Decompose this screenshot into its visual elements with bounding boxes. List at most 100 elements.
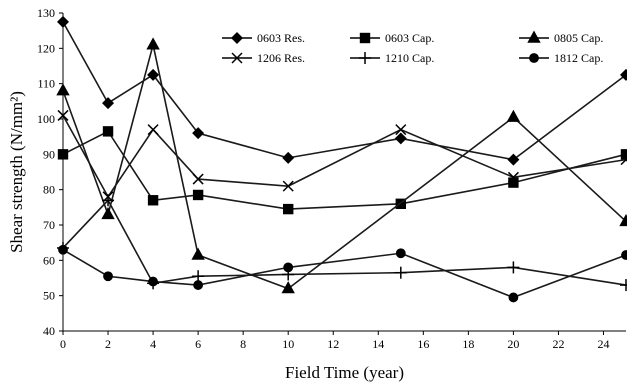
data-point-0603-cap [57, 149, 69, 160]
x-tick-label: 4 [150, 337, 156, 351]
x-axis-ticks: 0 2 4 6 8 10 12 14 16 18 20 22 24 [60, 331, 609, 351]
y-tick-label: 70 [43, 218, 55, 232]
legend-marker-1210-cap [359, 52, 371, 64]
series-0603-cap [57, 126, 627, 215]
data-point-0603-cap [192, 189, 204, 201]
legend: 0603 Res. 0603 Cap. 0805 Cap. 1206 Res. 1210… [222, 30, 603, 65]
data-point-1206-res [395, 124, 407, 136]
y-tick-label: 120 [37, 41, 55, 55]
data-point-1210-cap [102, 194, 115, 207]
data-point-1206-res [192, 173, 204, 185]
data-point-1210-cap [394, 266, 407, 279]
data-point-0805-cap [146, 37, 160, 50]
legend-item-1210-cap: 1210 Cap. [350, 51, 434, 65]
legend-item-0603-res: 0603 Res. [222, 31, 305, 45]
x-tick-label: 10 [282, 337, 294, 351]
data-point-1206-res [57, 109, 69, 121]
series-line-1206-res [62, 115, 627, 199]
data-point-1206-res [620, 154, 627, 166]
y-tick-label: 130 [37, 6, 55, 20]
legend-marker-0805-cap [527, 30, 541, 43]
series-layer [56, 15, 627, 303]
data-point-0603-res [394, 132, 407, 145]
x-tick-label: 14 [372, 337, 384, 351]
series-line-0603-res [62, 21, 627, 161]
data-point-1812-cap [395, 248, 406, 259]
data-point-0603-res [102, 97, 115, 110]
legend-item-0805-cap: 0805 Cap. [519, 30, 603, 45]
x-tick-label: 16 [417, 337, 429, 351]
y-axis-ticks: 40 50 60 70 80 90 100 110 120 130 [37, 6, 63, 338]
x-tick-label: 2 [105, 337, 111, 351]
legend-marker-1812-cap [529, 53, 539, 63]
data-point-1812-cap [103, 271, 113, 282]
data-point-1210-cap [620, 279, 627, 292]
data-point-0603-res [507, 153, 520, 166]
y-tick-label: 90 [43, 147, 55, 161]
x-tick-label: 18 [462, 337, 474, 351]
data-point-0603-cap [283, 203, 294, 215]
y-tick-label: 100 [37, 112, 55, 126]
data-point-0603-res [620, 68, 627, 81]
data-point-1210-cap [507, 261, 520, 274]
data-point-1812-cap [621, 250, 627, 260]
legend-label: 1812 Cap. [554, 51, 603, 65]
data-point-0805-cap [56, 83, 70, 96]
data-point-0603-res [147, 68, 160, 81]
x-tick-label: 0 [60, 337, 66, 351]
data-point-1206-res [507, 171, 519, 183]
plot-area [62, 13, 626, 332]
legend-label: 0603 Cap. [385, 31, 434, 45]
x-tick-label: 12 [327, 337, 339, 351]
data-point-0603-cap [102, 126, 114, 137]
series-0603-res [57, 15, 627, 166]
data-point-1812-cap [283, 262, 294, 273]
data-point-1206-res [147, 124, 159, 136]
y-tick-label: 80 [43, 183, 55, 197]
series-line-1210-cap [62, 198, 627, 286]
data-point-1812-cap [193, 280, 204, 290]
legend-label: 1206 Res. [257, 51, 305, 65]
data-point-0805-cap [619, 214, 627, 227]
data-point-0805-cap [191, 247, 205, 260]
legend-item-1812-cap: 1812 Cap. [519, 51, 603, 65]
data-point-0603-res [282, 151, 295, 164]
data-point-0805-cap [101, 206, 115, 220]
y-axis-title: Shear strength (N/mm²) [7, 91, 26, 253]
legend-label: 0603 Res. [257, 31, 305, 45]
y-tick-label: 40 [43, 324, 55, 338]
legend-marker-0603-res [231, 32, 243, 44]
legend-label: 0805 Cap. [554, 31, 603, 45]
legend-marker-1206-res [231, 52, 243, 64]
x-tick-label: 20 [507, 337, 519, 351]
series-1812-cap [58, 244, 627, 303]
data-point-0805-cap [506, 109, 521, 122]
x-axis-title: Field Time (year) [285, 363, 404, 382]
data-point-1812-cap [508, 292, 519, 303]
series-line-0805-cap [62, 44, 627, 290]
series-line-1812-cap [62, 249, 627, 299]
data-point-0805-cap [281, 281, 295, 294]
legend-item-1206-res: 1206 Res. [222, 51, 305, 65]
series-1206-res [57, 109, 627, 203]
data-point-1812-cap [58, 244, 68, 255]
x-tick-label: 24 [597, 337, 609, 351]
x-tick-label: 6 [195, 337, 201, 351]
y-tick-label: 60 [43, 253, 55, 267]
series-line-0603-cap [62, 130, 627, 210]
x-tick-label: 22 [552, 337, 564, 351]
data-point-0603-res [192, 127, 205, 140]
legend-label: 1210 Cap. [385, 51, 434, 65]
series-1210-cap [57, 194, 627, 292]
legend-item-0603-cap: 0603 Cap. [350, 31, 434, 45]
x-tick-label: 8 [240, 337, 246, 351]
data-point-1206-res [282, 180, 294, 192]
y-tick-label: 50 [43, 289, 55, 303]
series-0805-cap [56, 37, 627, 294]
data-point-0603-cap [147, 195, 159, 206]
data-point-1812-cap [148, 276, 158, 287]
data-point-0603-res [57, 15, 69, 28]
y-tick-label: 110 [37, 77, 55, 91]
legend-marker-0603-cap [359, 32, 371, 44]
